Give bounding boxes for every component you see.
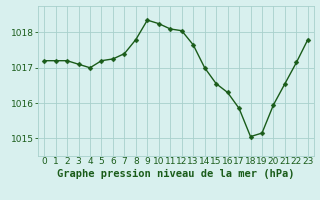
X-axis label: Graphe pression niveau de la mer (hPa): Graphe pression niveau de la mer (hPa): [57, 169, 295, 179]
